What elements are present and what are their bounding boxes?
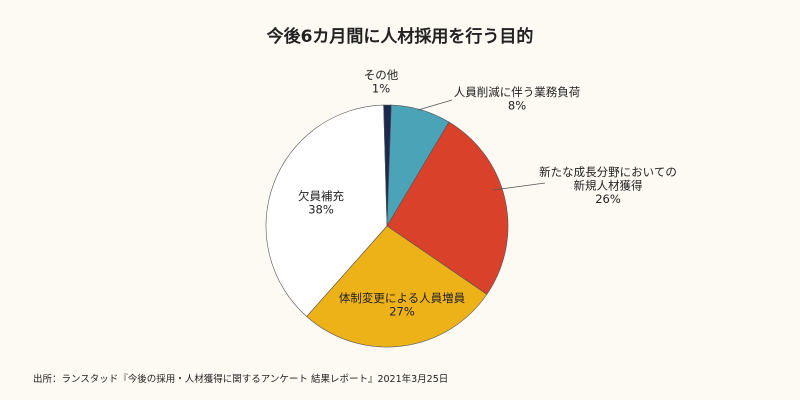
- pie-slice-4: [265, 104, 388, 317]
- slice-label-1-line-2: 8%: [508, 99, 526, 113]
- chart-title: 今後6カ月間に人材採用を行う目的: [267, 26, 534, 47]
- pie-slice-3: [306, 225, 488, 348]
- slice-label-4-line-1: 欠員補充: [298, 189, 344, 203]
- leader-line-2: [492, 182, 546, 191]
- slice-labels: 人員削減に伴う業務負荷 8% 新たな成長分野においての新規人材獲得 26% 体制変更によ…: [298, 68, 677, 319]
- slice-label-2-line-3: 26%: [595, 192, 621, 206]
- pie-slices: [265, 104, 509, 348]
- slice-label-1-line-1: 人員削減に伴う業務負荷: [454, 85, 581, 99]
- pie-slice-5: [383, 104, 392, 227]
- leader-lines: [417, 99, 546, 191]
- slice-label-1: 人員削減に伴う業務負荷 8%: [454, 85, 581, 113]
- slice-label-3: 体制変更による人員増員 27%: [339, 291, 466, 319]
- slice-label-2-line-2: 新規人材獲得: [574, 179, 643, 193]
- slice-label-4-line-2: 38%: [308, 203, 334, 217]
- pie-slice-2: [386, 121, 509, 295]
- leader-line-1: [417, 99, 453, 111]
- slice-label-5: その他 1%: [364, 68, 399, 96]
- slice-label-5-line-1: その他: [364, 68, 399, 82]
- slice-label-2-line-1: 新たな成長分野においての: [539, 165, 677, 179]
- source-note: 出所：ランスタッド『今後の採用・人材獲得に関するアンケート 結果レポート』202…: [33, 374, 449, 385]
- slice-label-3-line-1: 体制変更による人員増員: [339, 291, 466, 305]
- slice-label-5-line-2: 1%: [372, 82, 390, 96]
- slice-label-4: 欠員補充 38%: [298, 189, 344, 217]
- slice-label-2: 新たな成長分野においての新規人材獲得 26%: [539, 165, 677, 206]
- slice-label-3-line-2: 27%: [389, 305, 415, 319]
